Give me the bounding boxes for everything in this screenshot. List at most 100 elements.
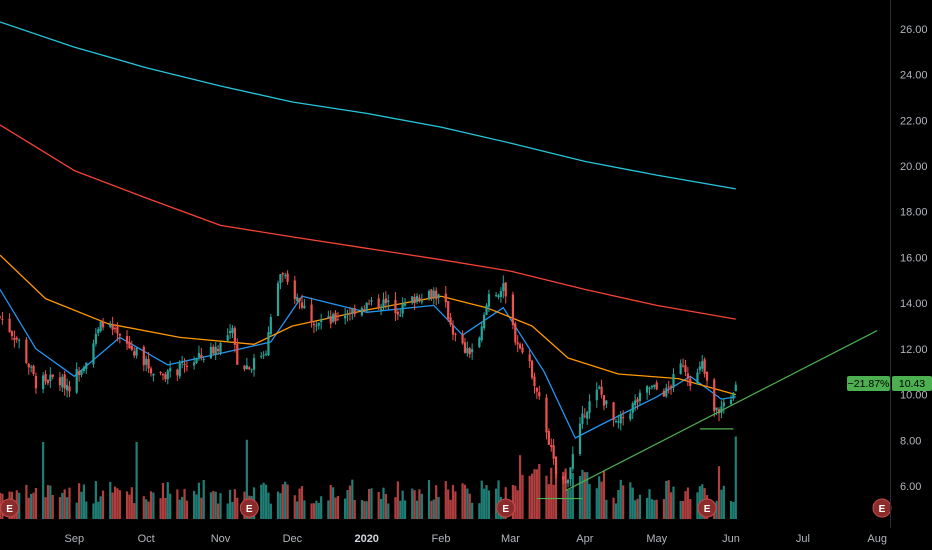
candle-body xyxy=(634,400,637,406)
candle-body xyxy=(365,302,368,312)
price-axis[interactable]: 6.00 8.00 10.00 12.00 14.00 16.00 18.00 20.00 22… xyxy=(900,24,928,493)
earnings-marker[interactable] xyxy=(239,498,259,518)
earnings-marker[interactable] xyxy=(496,498,516,518)
candle-body xyxy=(276,283,280,317)
candle-body xyxy=(547,431,550,445)
candle-body xyxy=(578,423,582,455)
volume-bar xyxy=(58,497,62,519)
candle-body xyxy=(689,378,692,386)
volume-bar xyxy=(665,480,668,519)
candle-body xyxy=(602,395,606,406)
candle-body xyxy=(209,346,213,359)
volume-bar xyxy=(85,501,88,519)
candle-body xyxy=(178,362,181,377)
volume-bar xyxy=(312,503,316,519)
volume-bar xyxy=(116,488,119,519)
volume-bar xyxy=(365,501,368,519)
candle-body xyxy=(116,326,119,334)
candle-body xyxy=(466,348,469,354)
volume-bar xyxy=(351,479,354,519)
candle-body xyxy=(44,373,47,382)
volume-bar xyxy=(598,476,601,519)
candle-body xyxy=(518,344,522,349)
volume-bar xyxy=(418,489,421,519)
candle-body xyxy=(80,370,83,376)
candle-body xyxy=(1,318,4,320)
volume-bar xyxy=(77,483,81,519)
candle-body xyxy=(262,354,265,356)
volume-bar xyxy=(415,500,419,519)
volume-bar xyxy=(564,468,567,519)
volume-bar xyxy=(370,488,373,519)
price-tick-label: 8.00 xyxy=(900,435,921,447)
volume-bar xyxy=(228,489,232,519)
candle-body xyxy=(329,316,332,324)
volume-bar xyxy=(202,479,205,519)
candle-body xyxy=(720,406,723,413)
candle-body xyxy=(66,384,69,391)
candle-body xyxy=(61,376,64,388)
volume-bar xyxy=(219,493,222,519)
price-tick-label: 26.00 xyxy=(900,24,928,36)
candle-body xyxy=(631,403,634,413)
candle-body xyxy=(13,337,16,340)
price-tick-label: 12.00 xyxy=(900,344,928,356)
candle-body xyxy=(332,314,335,322)
volume-bar xyxy=(142,496,145,519)
candle-body xyxy=(504,282,507,297)
volume-bar xyxy=(332,487,335,519)
volume-bar xyxy=(49,485,52,519)
candle-body xyxy=(183,363,186,366)
candle-body xyxy=(586,412,589,419)
volume-bar xyxy=(329,484,332,519)
volume-bar xyxy=(183,488,186,519)
candle-body xyxy=(176,369,179,376)
trendline[interactable] xyxy=(565,330,878,492)
candle-body xyxy=(396,311,399,315)
volume-bar xyxy=(650,499,654,519)
candle-body xyxy=(300,302,304,308)
candle-body xyxy=(485,305,488,315)
time-tick-label: Feb xyxy=(432,533,451,545)
candle-body xyxy=(367,303,371,305)
candle-body xyxy=(562,476,565,480)
price-tick-label: 6.00 xyxy=(900,481,921,493)
candle-body xyxy=(303,305,306,309)
price-tick-label: 20.00 xyxy=(900,161,928,173)
candle-body xyxy=(49,374,52,382)
volume-bar xyxy=(152,492,155,519)
candle-body xyxy=(219,342,222,353)
volume-bar xyxy=(82,484,85,519)
candle-body xyxy=(317,322,320,326)
volume-bar xyxy=(588,484,591,519)
change-pill xyxy=(847,376,890,391)
candle-body xyxy=(348,312,352,314)
time-axis[interactable]: Sep Oct Nov Dec 2020 Feb Mar Apr May Jun Jul Aug xyxy=(65,533,887,545)
candle-body xyxy=(159,372,162,374)
volume-bar xyxy=(363,501,366,519)
earnings-marker-label: E xyxy=(704,504,711,515)
volume-bar xyxy=(317,502,320,519)
volume-bar xyxy=(720,489,723,519)
trendlines[interactable] xyxy=(536,330,878,500)
volume-bar xyxy=(552,484,555,519)
earnings-marker[interactable] xyxy=(697,498,717,518)
candle-body xyxy=(535,388,538,392)
volume-bar xyxy=(200,497,203,519)
candle-body xyxy=(252,357,256,370)
candle-body xyxy=(665,387,668,397)
candle-body xyxy=(185,365,189,367)
volume-bar xyxy=(528,475,531,519)
candle-body xyxy=(648,387,651,389)
volume-bar xyxy=(320,496,323,519)
earnings-marker[interactable] xyxy=(0,498,20,518)
candle-body xyxy=(552,445,555,459)
volume-bar xyxy=(46,485,50,519)
candle-body xyxy=(286,273,289,282)
candle-body xyxy=(296,296,299,301)
candle-body xyxy=(344,315,347,319)
candle-body xyxy=(30,366,33,368)
volume-bar xyxy=(264,484,268,519)
